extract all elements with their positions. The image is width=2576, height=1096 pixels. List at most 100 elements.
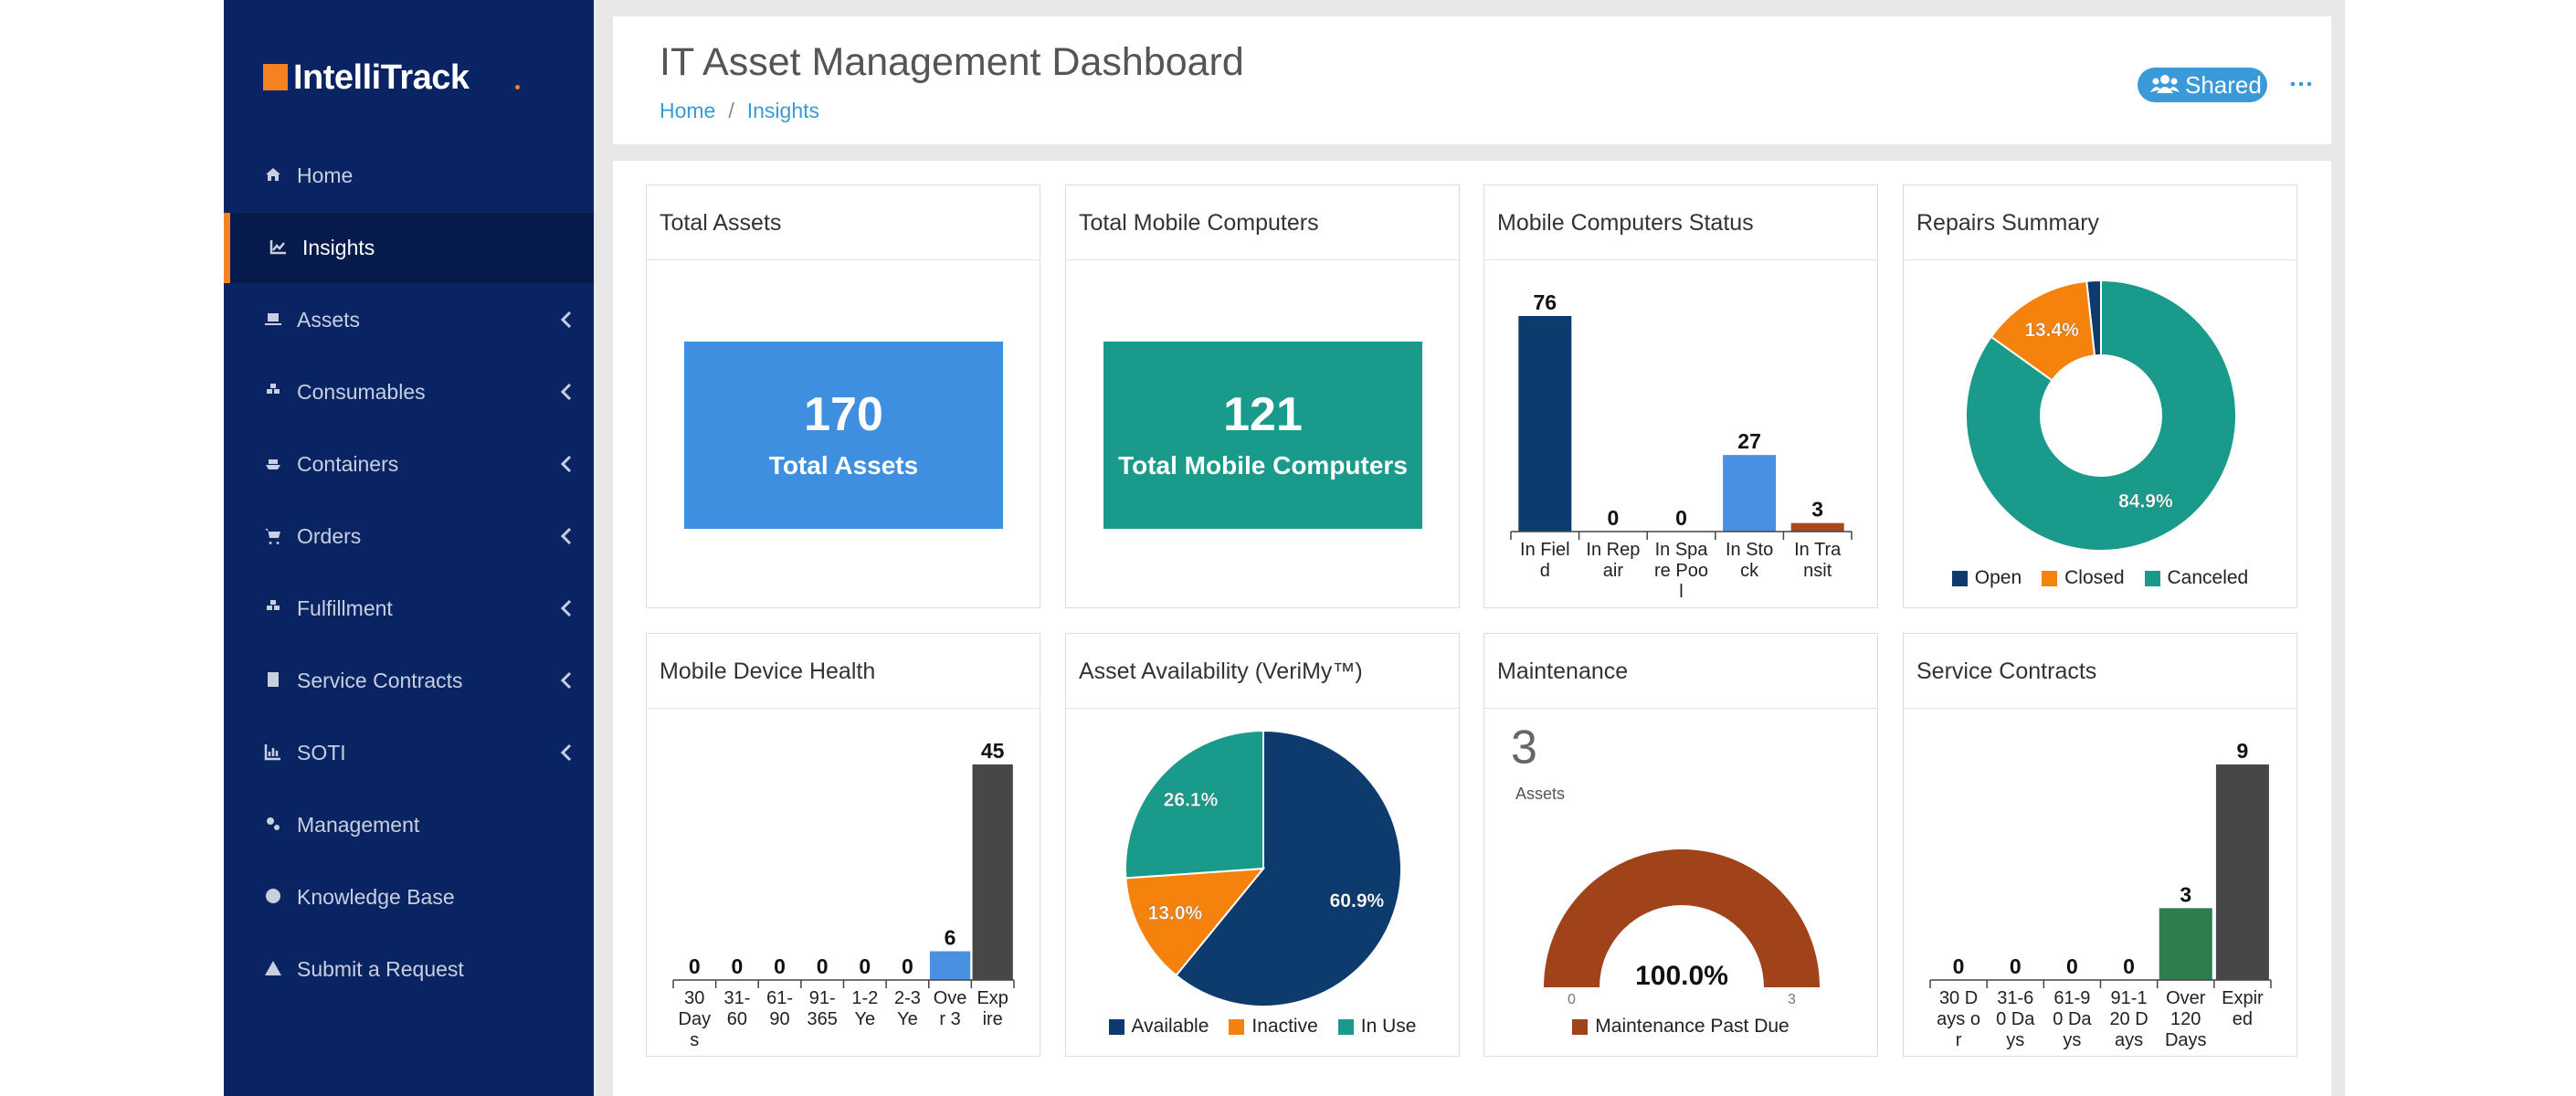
nav-icon <box>264 743 284 763</box>
bar <box>1791 523 1844 532</box>
x-tick-label: 91-365 <box>806 988 839 1030</box>
chevron <box>560 527 573 545</box>
legend-item: Open <box>1952 567 2022 589</box>
legend-marker <box>1338 1019 1354 1035</box>
widget-title: Service Contracts <box>1904 634 2296 709</box>
legend: Available Inactive In Use <box>1066 1016 1459 1038</box>
legend: Open Closed Canceled <box>1904 567 2296 589</box>
slice-label: 13.0% <box>1148 903 1203 924</box>
more-button[interactable] <box>2290 79 2312 89</box>
widget-card: 60.9% 13.0% 26.1% Asset Availability (VeriM… <box>1065 633 1460 1057</box>
chevron <box>560 455 573 473</box>
breadcrumb-link[interactable]: Insights <box>747 99 819 122</box>
nav-item[interactable]: Management <box>224 790 594 860</box>
chevron-line <box>563 529 570 543</box>
chevron-line <box>563 385 570 399</box>
x-tick-label: Expired <box>2220 988 2265 1030</box>
bar-value-label: 0 <box>1953 954 1965 978</box>
legend-marker <box>2145 571 2160 586</box>
kpi-value: 170 <box>684 387 1003 442</box>
icon-shape <box>265 961 281 975</box>
nav-item[interactable]: SOTI <box>224 718 594 788</box>
nav-item[interactable]: Service Contracts <box>224 646 594 716</box>
bar <box>973 764 1013 980</box>
bar-value-label: 0 <box>859 954 871 978</box>
shared-button[interactable]: Shared <box>2138 68 2267 102</box>
chevron <box>560 311 573 329</box>
slice-label: 60.9% <box>1330 890 1385 912</box>
logo-mark <box>263 64 288 90</box>
icon-shape <box>266 889 280 903</box>
nav-icon <box>264 670 284 690</box>
bar <box>930 952 970 980</box>
x-tick-label: 91-120 Days <box>2106 988 2152 1051</box>
widget-title: Repairs Summary <box>1904 185 2296 260</box>
x-tick-label: 30 Days or <box>1936 988 1981 1051</box>
breadcrumb-link[interactable]: Home <box>660 99 715 122</box>
x-tick-label: Over 3 <box>933 988 966 1030</box>
x-tick-label: In Repair <box>1586 540 1641 582</box>
bar-value-label: 0 <box>732 954 744 978</box>
x-tick-label: In Stock <box>1722 540 1777 582</box>
kpi-label: Total Assets <box>684 451 1003 480</box>
legend-label: Closed <box>2064 567 2124 589</box>
icon-shape <box>267 600 280 610</box>
gauge-headline: 3 <box>1511 722 1537 775</box>
gauge-tick-label: 0 <box>1568 992 1576 1007</box>
legend-item: Available <box>1109 1016 1209 1038</box>
legend-item: Canceled <box>2145 567 2249 589</box>
nav-label: Assets <box>297 285 360 355</box>
shared-icon <box>2148 68 2181 102</box>
bar-value-label: 0 <box>2010 954 2022 978</box>
bar-value-label: 6 <box>945 926 956 950</box>
nav-item[interactable]: Assets <box>224 285 594 355</box>
x-tick-label: 31-60 Days <box>1992 988 2038 1051</box>
bar <box>2216 764 2269 980</box>
chevron <box>560 383 573 401</box>
bar-value-label: 76 <box>1534 290 1557 314</box>
logo-dot <box>515 85 520 90</box>
icon-shape <box>266 744 280 759</box>
nav-item[interactable]: Fulfillment <box>224 574 594 644</box>
bar <box>2159 908 2212 980</box>
chevron-line <box>563 745 570 760</box>
nav-item[interactable]: Home <box>224 141 594 211</box>
bar-value-label: 9 <box>2237 739 2249 763</box>
nav-item[interactable]: Consumables <box>224 357 594 427</box>
x-tick-label: 31-60 <box>720 988 754 1030</box>
nav-item[interactable]: Submit a Request <box>224 934 594 1005</box>
widget-title: Asset Availability (VeriMy™) <box>1066 634 1459 709</box>
nav-item[interactable]: Insights <box>224 213 594 283</box>
nav-item[interactable]: Orders <box>224 501 594 572</box>
legend-marker <box>1952 571 1968 586</box>
chevron-line <box>563 457 570 471</box>
widget-title: Maintenance <box>1484 634 1877 709</box>
bar-value-label: 0 <box>902 954 913 978</box>
shared-label: Shared <box>2185 68 2262 102</box>
chevron-line <box>563 673 570 688</box>
brand-name: IntelliTrack <box>293 58 470 98</box>
nav-item[interactable]: Knowledge Base <box>224 862 594 933</box>
nav-label: SOTI <box>297 718 346 788</box>
chevron <box>560 599 573 617</box>
nav-icon <box>264 382 284 402</box>
widget-title: Mobile Computers Status <box>1484 185 1877 260</box>
widget-title: Total Mobile Computers <box>1066 185 1459 260</box>
nav-label: Orders <box>297 501 361 572</box>
header-panel: IT Asset Management Dashboard Home/Insig… <box>613 16 2331 144</box>
bar-value-label: 0 <box>689 954 701 978</box>
icon-shape <box>265 529 280 544</box>
x-tick-label: In Transit <box>1790 540 1845 582</box>
x-tick-label: In Field <box>1517 540 1572 582</box>
nav-label: Consumables <box>297 357 426 427</box>
widget-card: Total Mobile Computers121Total Mobile Co… <box>1065 184 1460 608</box>
slice-label: 26.1% <box>1164 789 1219 810</box>
legend-item: In Use <box>1338 1016 1417 1038</box>
bar <box>1723 455 1776 532</box>
legend-label: Inactive <box>1251 1016 1317 1038</box>
chevron <box>560 743 573 762</box>
legend-item: Maintenance Past Due <box>1572 1016 1789 1038</box>
nav-label: Knowledge Base <box>297 862 455 933</box>
nav-item[interactable]: Containers <box>224 429 594 500</box>
chevron-line <box>563 601 570 616</box>
